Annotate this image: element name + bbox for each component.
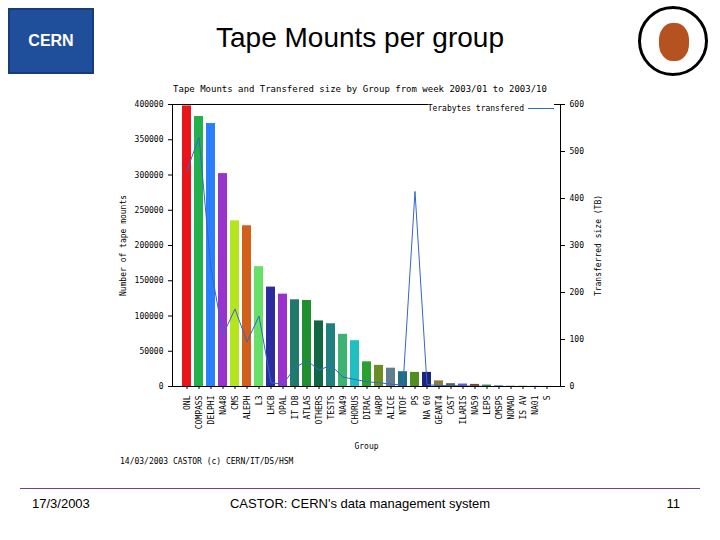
svg-text:COMPASS: COMPASS [195, 395, 204, 429]
svg-text:LEPS: LEPS [483, 395, 492, 414]
svg-text:CMSPS: CMSPS [495, 395, 504, 419]
svg-text:NA 60: NA 60 [423, 395, 432, 419]
svg-text:DIRAC: DIRAC [363, 395, 372, 419]
svg-text:250000: 250000 [135, 206, 164, 215]
svg-text:ATLAS: ATLAS [303, 395, 312, 419]
svg-text:NOMAD: NOMAD [507, 395, 516, 419]
svg-text:IS AV: IS AV [519, 395, 528, 419]
svg-text:ILARIS: ILARIS [459, 395, 468, 424]
svg-text:200000: 200000 [135, 241, 164, 250]
svg-text:300: 300 [570, 241, 585, 250]
svg-text:CAST: CAST [447, 395, 456, 414]
svg-text:NA59: NA59 [471, 395, 480, 414]
svg-text:Number of tape mounts: Number of tape mounts [119, 195, 128, 296]
html-text:11: 11 [666, 496, 680, 511]
svg-text:GEANT4: GEANT4 [435, 395, 444, 424]
svg-text:L3: L3 [255, 395, 264, 405]
html-text:Tape Mounts per group: Tape Mounts per group [216, 22, 504, 53]
svg-text:IT DB: IT DB [291, 395, 300, 419]
svg-text:100: 100 [570, 335, 585, 344]
svg-text:ONL: ONL [183, 395, 192, 410]
svg-text:300000: 300000 [135, 171, 164, 180]
svg-text:CMS: CMS [231, 395, 240, 410]
svg-text:CHORUS: CHORUS [351, 395, 360, 424]
svg-text:NA48: NA48 [219, 395, 228, 414]
svg-text:NA01: NA01 [531, 395, 540, 414]
svg-text:Transferred size (TB): Transferred size (TB) [594, 195, 603, 296]
svg-text:600: 600 [570, 100, 585, 109]
svg-text:NTOF: NTOF [399, 395, 408, 414]
svg-text:OPAL: OPAL [279, 395, 288, 414]
svg-text:0: 0 [159, 382, 164, 391]
svg-text:DELPHI: DELPHI [207, 395, 216, 424]
svg-text:ALEPH: ALEPH [243, 395, 252, 419]
svg-text:500: 500 [570, 147, 585, 156]
svg-text:0: 0 [570, 382, 575, 391]
svg-text:LHCB: LHCB [267, 395, 276, 414]
svg-text:50000: 50000 [139, 347, 163, 356]
html-text:14/03/2003 CASTOR (c) CERN/IT/: 14/03/2003 CASTOR (c) CERN/IT/DS/HSM [120, 457, 294, 466]
html-text:CERN: CERN [28, 32, 74, 49]
svg-text:350000: 350000 [135, 135, 164, 144]
svg-text:NA49: NA49 [339, 395, 348, 414]
svg-text:TESTS: TESTS [327, 395, 336, 419]
html-text:17/3/2003: 17/3/2003 [32, 496, 90, 511]
html-text:Terabytes transfered: Terabytes transfered [427, 104, 524, 113]
svg-text:100000: 100000 [135, 312, 164, 321]
svg-text:ALICE: ALICE [387, 395, 396, 419]
svg-text:Group: Group [354, 442, 378, 451]
svg-text:400000: 400000 [135, 100, 164, 109]
svg-text:OTHERS: OTHERS [315, 395, 324, 424]
svg-text:S: S [543, 395, 552, 400]
svg-text:400: 400 [570, 194, 585, 203]
html-text:Tape Mounts and Transfered siz: Tape Mounts and Transfered size by Group… [173, 84, 547, 94]
svg-text:150000: 150000 [135, 276, 164, 285]
svg-text:200: 200 [570, 288, 585, 297]
svg-text:HARP: HARP [375, 395, 384, 414]
html-text:CASTOR: CERN's data management: CASTOR: CERN's data management system [229, 496, 491, 511]
svg-text:PS: PS [411, 395, 420, 405]
